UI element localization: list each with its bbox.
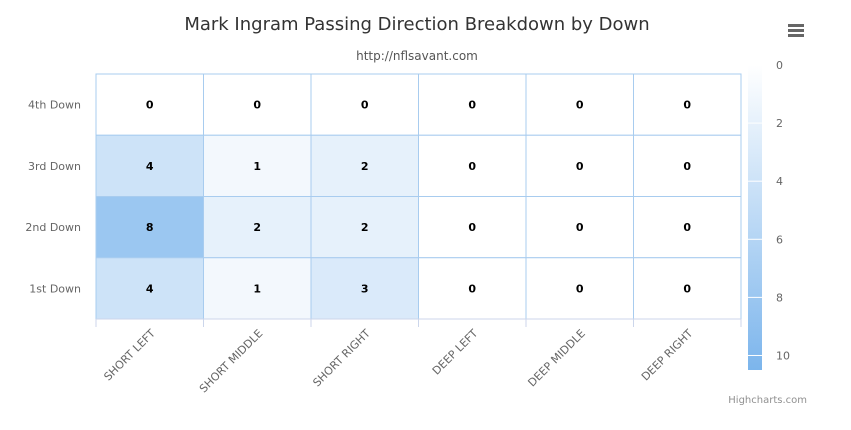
cell-value-label: 0 bbox=[253, 99, 261, 112]
heatmap-cell[interactable] bbox=[203, 257, 312, 320]
x-axis-tick-label: DEEP RIGHT bbox=[639, 327, 696, 384]
cell-value-label: 0 bbox=[361, 99, 369, 112]
x-axis-tick-label: DEEP LEFT bbox=[430, 327, 481, 378]
cell-value-label: 0 bbox=[576, 221, 584, 234]
heatmap-cell[interactable] bbox=[95, 257, 204, 320]
chart-subtitle: http://nflsavant.com bbox=[356, 49, 478, 63]
cell-value-label: 3 bbox=[361, 282, 369, 295]
heatmap-cell[interactable] bbox=[310, 73, 419, 136]
y-axis-tick-label: 1st Down bbox=[29, 282, 81, 295]
heatmap-cells: 0 0 0 0 0 0 4 1 2 0 0 0 8 2 2 0 0 0 4 1 3 0 0 0 bbox=[95, 73, 742, 320]
y-axis: 4th Down 3rd Down 2nd Down 1st Down bbox=[25, 99, 81, 296]
cell-value-label: 0 bbox=[146, 99, 154, 112]
cell-value-label: 0 bbox=[468, 221, 476, 234]
legend-tick-label: 6 bbox=[776, 233, 783, 246]
cell-value-label: 2 bbox=[361, 160, 369, 173]
heatmap-cell[interactable] bbox=[418, 196, 527, 259]
heatmap-cell[interactable] bbox=[203, 73, 312, 136]
cell-value-label: 0 bbox=[683, 160, 691, 173]
heatmap-cell[interactable] bbox=[633, 257, 742, 320]
legend-tick-label: 2 bbox=[776, 117, 783, 130]
cell-value-label: 2 bbox=[361, 221, 369, 234]
cell-value-label: 1 bbox=[253, 282, 261, 295]
cell-value-label: 0 bbox=[683, 221, 691, 234]
cell-value-label: 2 bbox=[253, 221, 261, 234]
cell-value-label: 0 bbox=[468, 282, 476, 295]
heatmap-cell[interactable] bbox=[633, 134, 742, 197]
cell-value-label: 0 bbox=[683, 282, 691, 295]
heatmap-cell[interactable] bbox=[310, 134, 419, 197]
heatmap-cell[interactable] bbox=[95, 196, 204, 259]
x-axis-tick-label: SHORT RIGHT bbox=[310, 327, 373, 390]
cell-value-label: 0 bbox=[468, 160, 476, 173]
heatmap-cell[interactable] bbox=[310, 196, 419, 259]
y-axis-tick-label: 3rd Down bbox=[28, 160, 81, 173]
x-axis: SHORT LEFT SHORT MIDDLE SHORT RIGHT DEEP LE… bbox=[95, 318, 742, 395]
heatmap-cell[interactable] bbox=[418, 257, 527, 320]
x-axis-tick-label: SHORT MIDDLE bbox=[197, 327, 265, 395]
heatmap-cell[interactable] bbox=[95, 134, 204, 197]
heatmap-cell[interactable] bbox=[525, 196, 634, 259]
x-axis-tick-label: DEEP MIDDLE bbox=[525, 327, 587, 389]
x-axis-tick-label: SHORT LEFT bbox=[101, 327, 158, 384]
cell-value-label: 0 bbox=[683, 99, 691, 112]
cell-value-label: 0 bbox=[576, 99, 584, 112]
legend-tick-label: 10 bbox=[776, 349, 790, 362]
color-legend: 0 2 4 6 8 10 bbox=[748, 59, 790, 370]
cell-value-label: 4 bbox=[146, 160, 154, 173]
cell-value-label: 0 bbox=[468, 99, 476, 112]
credits-link[interactable]: Highcharts.com bbox=[728, 395, 807, 406]
legend-tick-label: 0 bbox=[776, 59, 783, 72]
legend-color-bar bbox=[748, 65, 762, 370]
legend-tick-label: 4 bbox=[776, 175, 783, 188]
cell-value-label: 8 bbox=[146, 221, 154, 234]
context-menu-button[interactable] bbox=[782, 18, 812, 44]
heatmap-cell[interactable] bbox=[525, 134, 634, 197]
heatmap-cell[interactable] bbox=[418, 73, 527, 136]
heatmap-cell[interactable] bbox=[310, 257, 419, 320]
heatmap-cell[interactable] bbox=[525, 73, 634, 136]
cell-value-label: 4 bbox=[146, 282, 154, 295]
heatmap-cell[interactable] bbox=[95, 73, 204, 136]
cell-value-label: 1 bbox=[253, 160, 261, 173]
y-axis-tick-label: 4th Down bbox=[28, 99, 81, 112]
legend-tick-label: 8 bbox=[776, 291, 783, 304]
y-axis-tick-label: 2nd Down bbox=[25, 221, 81, 234]
cell-value-label: 0 bbox=[576, 160, 584, 173]
chart-title: Mark Ingram Passing Direction Breakdown … bbox=[184, 14, 650, 35]
cell-value-label: 0 bbox=[576, 282, 584, 295]
heatmap-cell[interactable] bbox=[633, 196, 742, 259]
